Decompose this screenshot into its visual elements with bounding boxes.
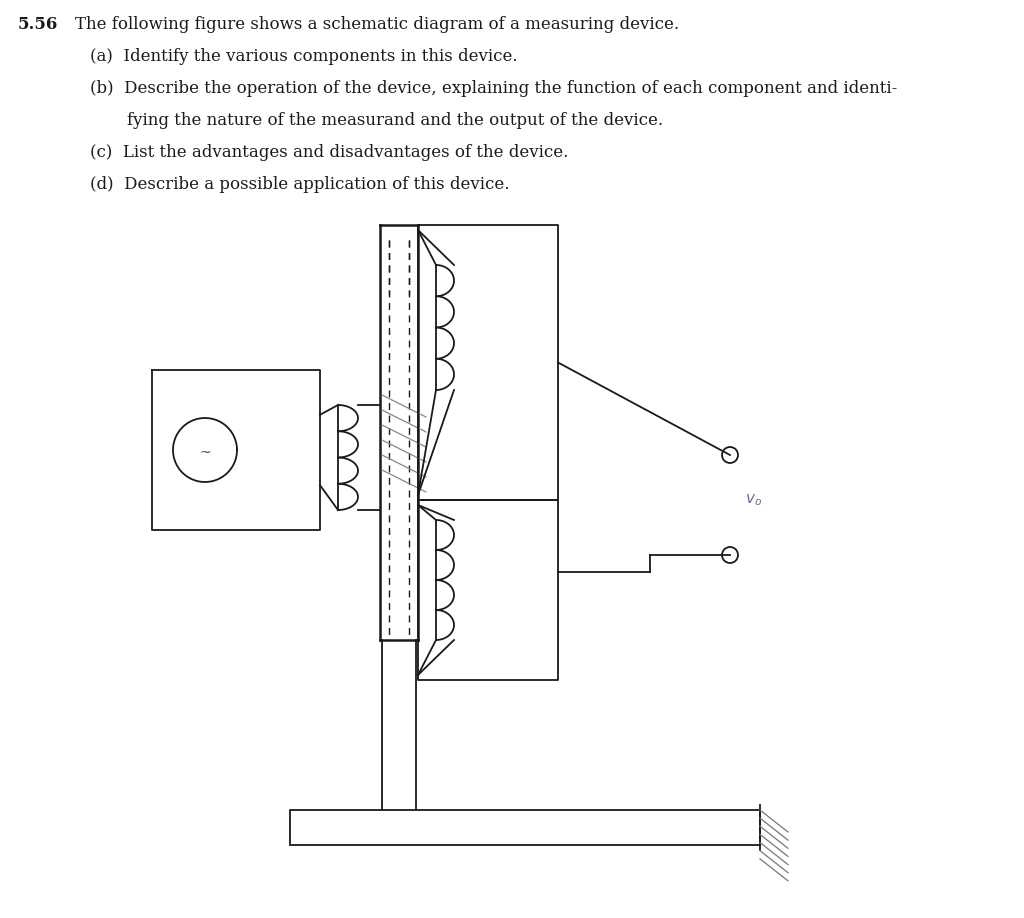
Text: (c)  List the advantages and disadvantages of the device.: (c) List the advantages and disadvantage…: [90, 144, 568, 161]
Text: (b)  Describe the operation of the device, explaining the function of each compo: (b) Describe the operation of the device…: [90, 80, 897, 97]
Text: (a)  Identify the various components in this device.: (a) Identify the various components in t…: [90, 48, 517, 65]
Text: (d)  Describe a possible application of this device.: (d) Describe a possible application of t…: [90, 176, 510, 193]
Text: 5.56: 5.56: [18, 16, 58, 33]
Text: $v_o$: $v_o$: [745, 492, 762, 508]
Text: ~: ~: [200, 446, 211, 460]
Text: fying the nature of the measurand and the output of the device.: fying the nature of the measurand and th…: [127, 112, 664, 129]
Text: The following figure shows a schematic diagram of a measuring device.: The following figure shows a schematic d…: [75, 16, 679, 33]
Bar: [290, 810, 760, 845]
